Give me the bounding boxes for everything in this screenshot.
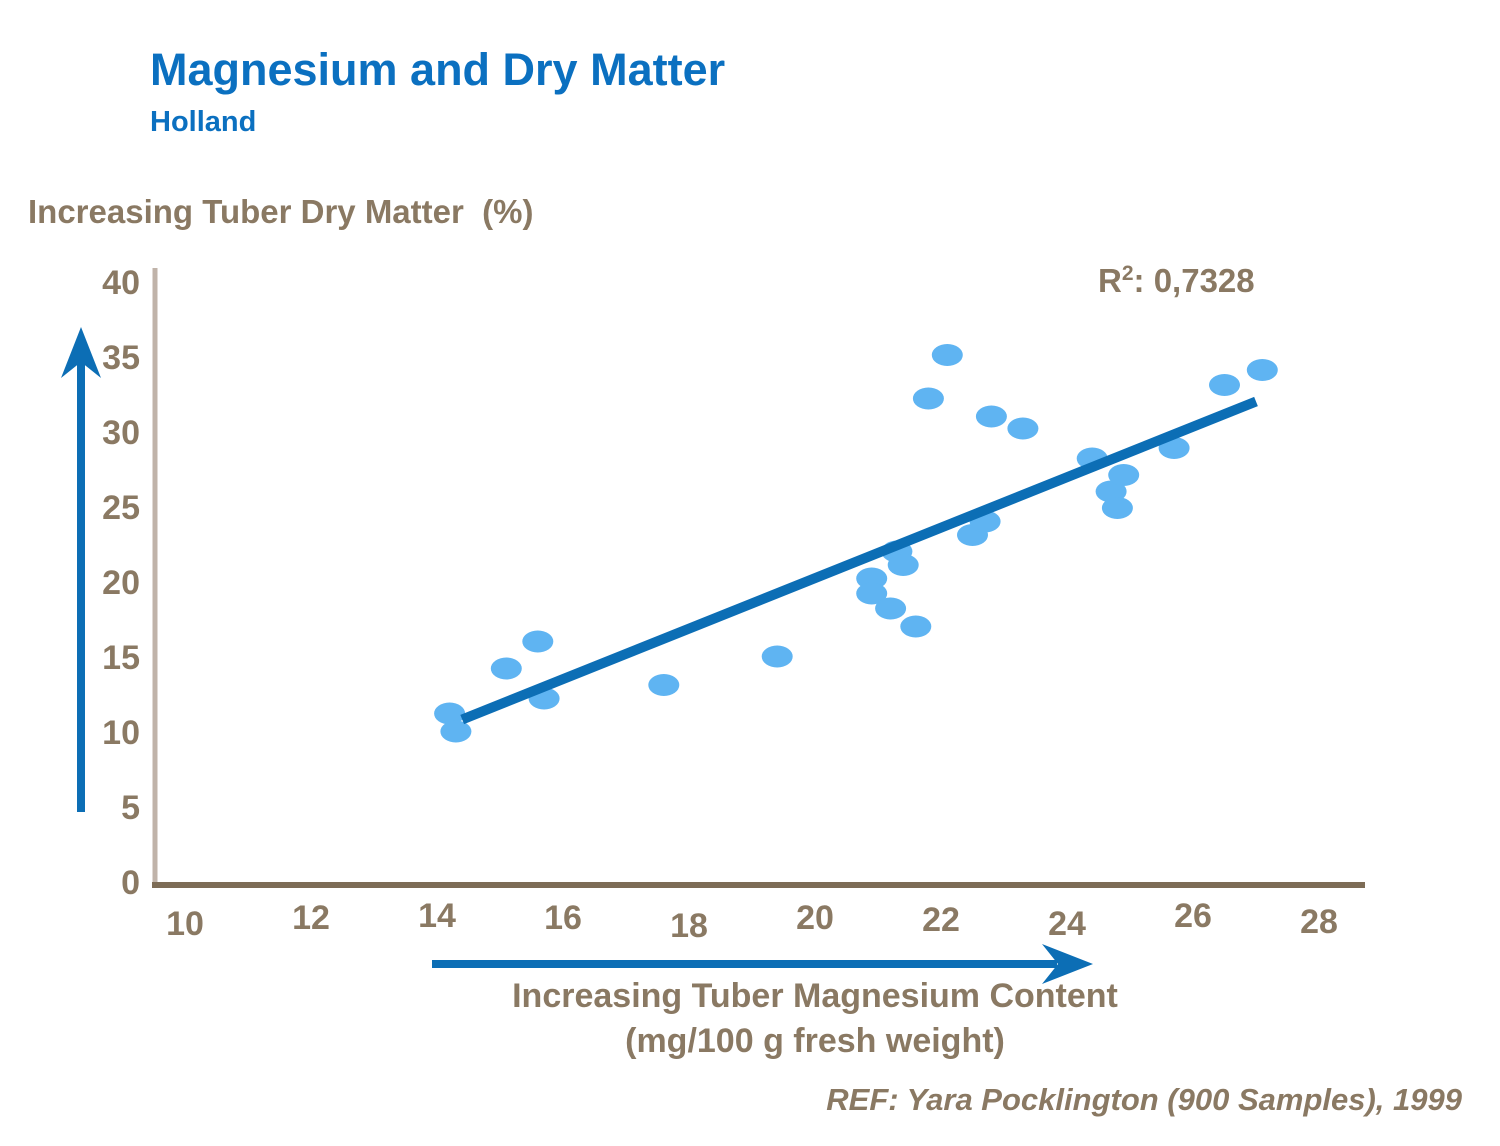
data-point — [975, 405, 1007, 428]
data-point — [931, 344, 963, 366]
data-point — [856, 582, 888, 605]
x-axis-title-line1: Increasing Tuber Magnesium Content — [512, 977, 1118, 1015]
x-axis-right-arrow-icon — [1042, 944, 1093, 984]
r-squared-value: : 0,7328 — [1133, 262, 1255, 299]
data-point — [1108, 464, 1140, 486]
x-tick-label: 26 — [1174, 897, 1212, 935]
data-point — [1095, 480, 1127, 503]
y-axis-up-arrow-icon — [61, 327, 101, 378]
y-tick-label: 30 — [102, 414, 140, 452]
data-point — [440, 720, 472, 743]
r-squared-label: R2: 0,7328 — [1098, 262, 1255, 300]
x-tick-label: 14 — [418, 897, 456, 935]
x-tick-label: 20 — [796, 899, 834, 937]
reference-text: REF: Yara Pocklington (900 Samples), 199… — [826, 1082, 1462, 1117]
y-tick-label: 5 — [121, 789, 140, 827]
data-point — [887, 554, 919, 576]
y-tick-label: 15 — [102, 639, 140, 677]
x-tick-label: 18 — [670, 907, 708, 945]
data-point — [434, 702, 466, 725]
r-squared-base: R — [1098, 262, 1122, 299]
data-point — [648, 674, 680, 696]
x-axis-title: Increasing Tuber Magnesium Content (mg/1… — [430, 974, 1200, 1064]
y-axis-title: Increasing Tuber Dry Matter (%) — [28, 193, 534, 230]
y-tick-label: 10 — [102, 714, 140, 752]
y-tick-label: 25 — [102, 489, 140, 527]
y-tick-label: 20 — [102, 564, 140, 602]
data-point — [522, 630, 554, 653]
x-axis-title-line2: (mg/100 g fresh weight) — [625, 1022, 1005, 1060]
data-point — [490, 657, 522, 680]
data-point — [1007, 417, 1039, 440]
data-point — [900, 615, 932, 638]
x-tick-label: 22 — [922, 901, 960, 939]
data-point — [1101, 497, 1133, 519]
x-tick-label: 28 — [1300, 903, 1338, 941]
y-tick-label: 35 — [102, 339, 140, 377]
data-point — [912, 387, 944, 410]
data-point — [761, 645, 793, 668]
x-tick-label: 10 — [166, 905, 204, 943]
x-tick-label: 24 — [1048, 905, 1086, 943]
y-tick-label: 0 — [121, 864, 140, 902]
x-tick-label: 16 — [544, 899, 582, 937]
data-point — [1209, 374, 1240, 396]
data-point — [1246, 359, 1278, 381]
x-tick-label: 12 — [292, 899, 330, 937]
y-tick-label: 40 — [102, 264, 140, 302]
trend-line — [460, 396, 1258, 725]
data-point — [875, 597, 907, 620]
r-squared-exponent: 2 — [1121, 262, 1134, 285]
page-subtitle: Holland — [150, 106, 257, 138]
page-title: Magnesium and Dry Matter — [150, 44, 726, 95]
